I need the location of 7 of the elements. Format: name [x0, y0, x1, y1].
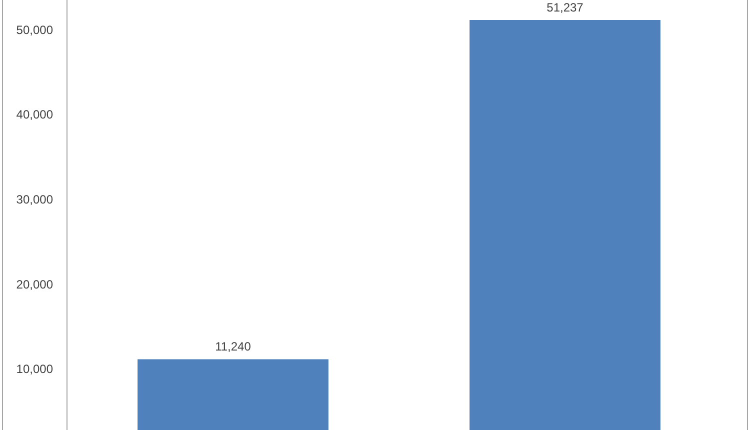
y-tick-label: 50,000: [16, 22, 54, 37]
y-tick-label: 20,000: [16, 277, 54, 292]
y-tick-label: 30,000: [16, 192, 54, 206]
y-tick-label: 40,000: [16, 108, 54, 122]
data-label: 51,237: [546, 0, 584, 14]
y-tick-label: 10,000: [16, 362, 54, 376]
data-label: 11,240: [215, 340, 252, 354]
